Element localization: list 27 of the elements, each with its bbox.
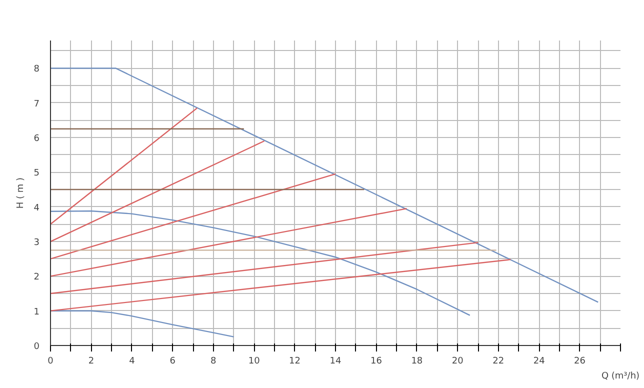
y-tick-label: 6 <box>34 134 40 144</box>
y-tick-label: 1 <box>34 307 40 318</box>
x-tick-label: 22 <box>492 356 504 366</box>
x-tick-label: 2 <box>88 356 94 366</box>
x-axis-title: Q (m³/h) <box>601 372 640 382</box>
x-tick-label: 26 <box>574 356 586 366</box>
x-tick-label: 24 <box>533 356 546 366</box>
x-tick-label: 8 <box>210 356 216 366</box>
x-tick-label: 0 <box>48 356 54 366</box>
y-tick-label: 0 <box>34 342 40 352</box>
y-tick-label: 3 <box>34 238 40 248</box>
y-tick-label: 2 <box>34 272 40 283</box>
x-tick-label: 16 <box>370 356 382 366</box>
x-tick-label: 18 <box>411 356 423 366</box>
x-tick-label: 20 <box>452 356 464 366</box>
x-tick-label: 12 <box>289 356 301 366</box>
y-axis-title: H ( m ) <box>16 177 26 209</box>
y-tick-label: 5 <box>34 168 40 179</box>
x-tick-label: 4 <box>129 356 136 366</box>
x-tick-label: 14 <box>330 356 342 366</box>
x-tick-label: 6 <box>170 356 176 366</box>
y-tick-label: 4 <box>34 203 40 214</box>
line-series <box>50 210 470 316</box>
line-series <box>50 310 234 338</box>
y-tick-label: 8 <box>34 64 40 75</box>
y-tick-label: 7 <box>34 99 40 110</box>
x-tick-label: 10 <box>248 356 260 366</box>
